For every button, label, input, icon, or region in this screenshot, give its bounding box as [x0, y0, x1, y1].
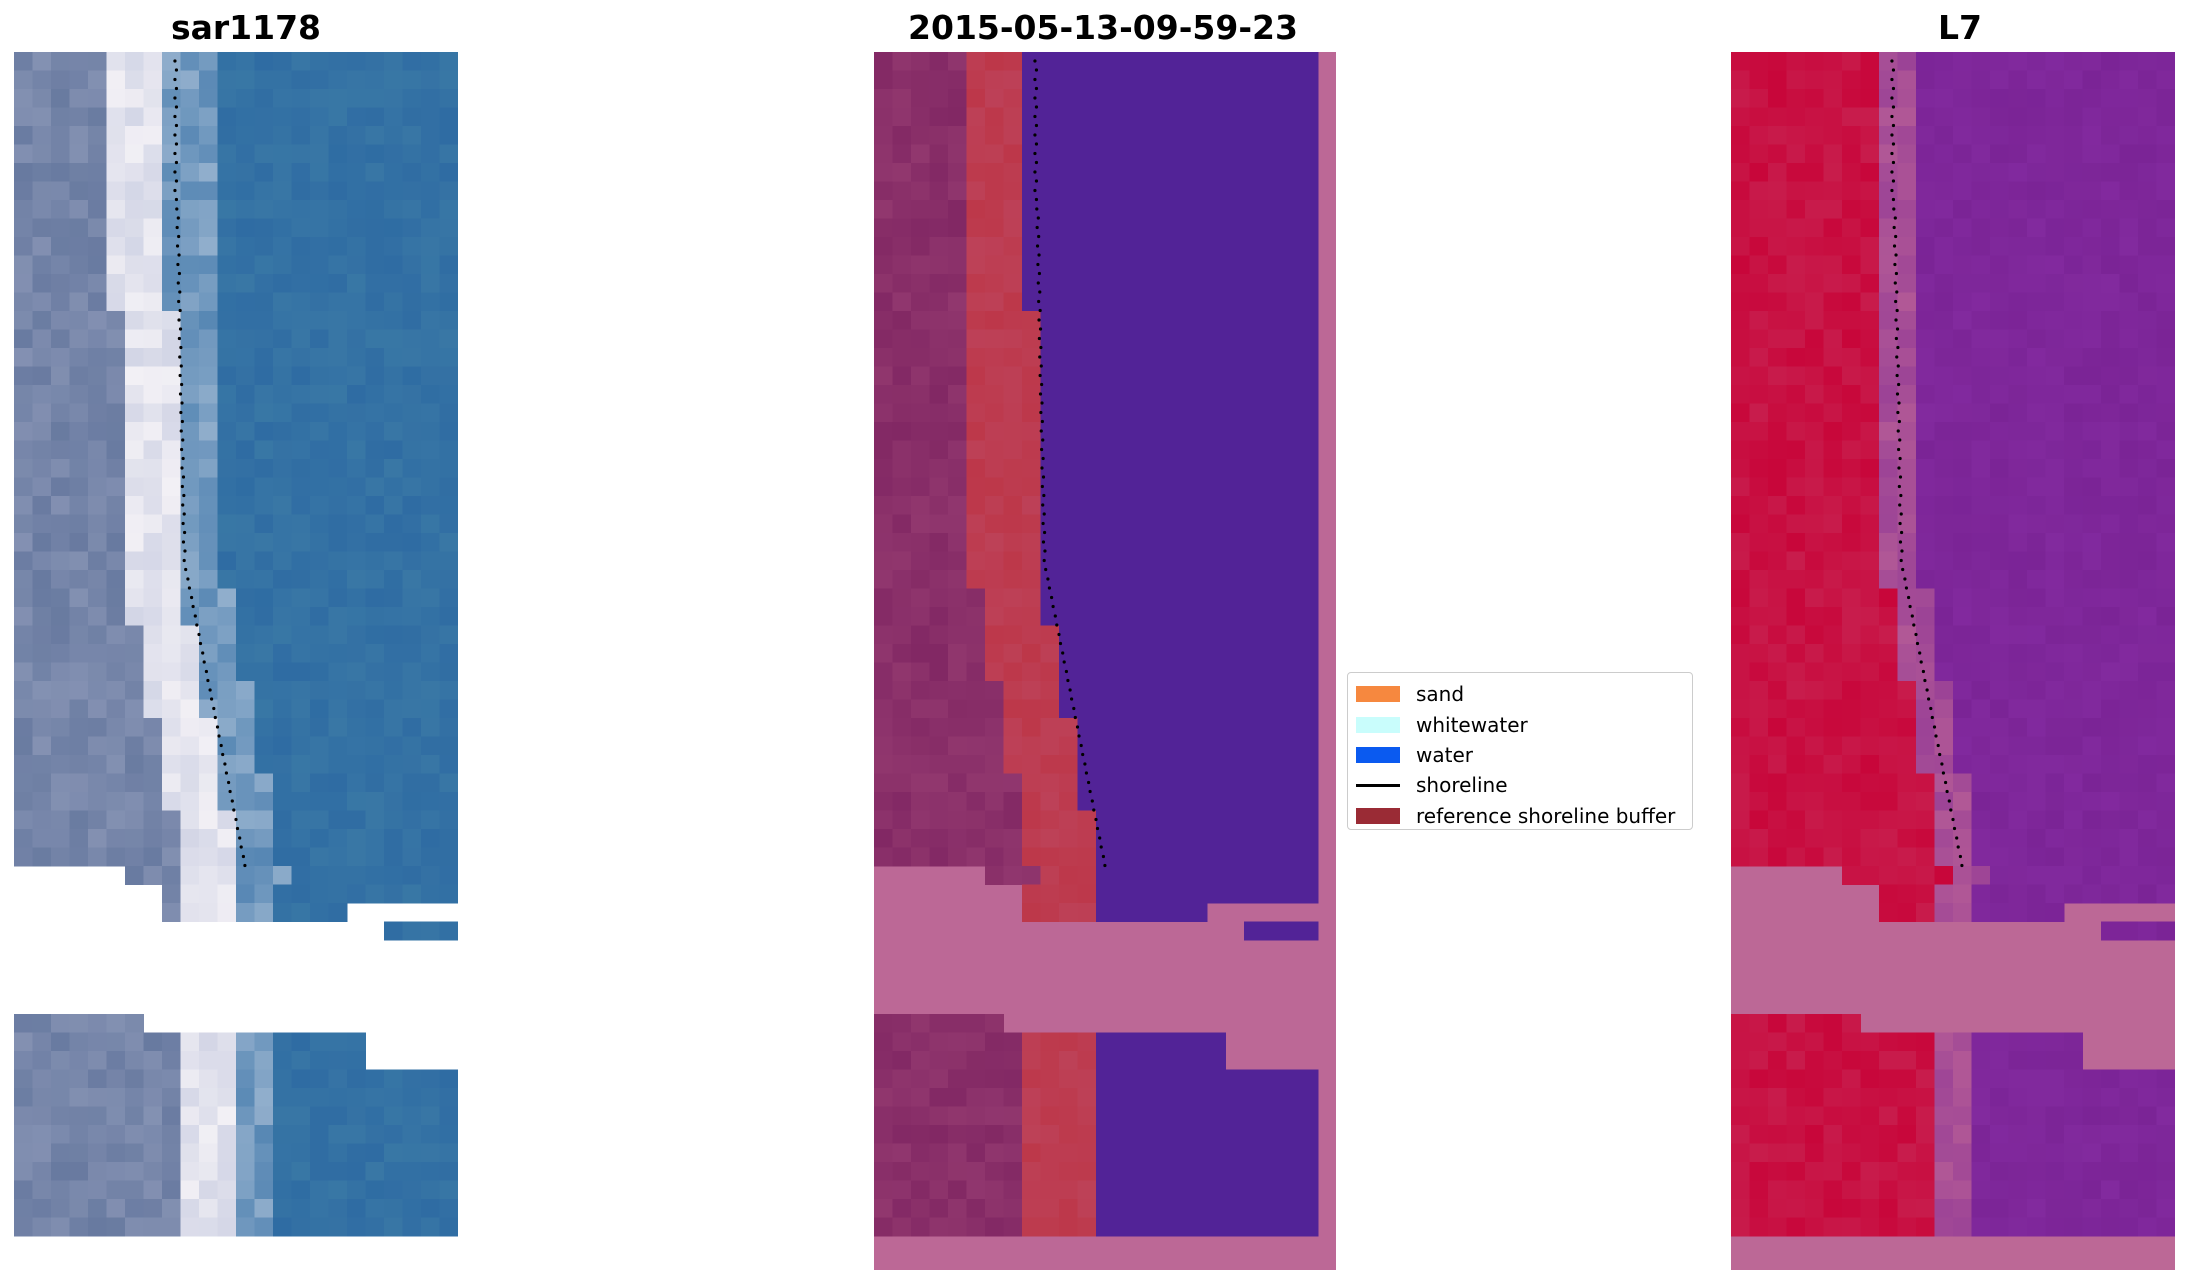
- legend-label: reference shoreline buffer: [1416, 803, 1676, 828]
- classified-image: [874, 52, 1336, 1270]
- rgb-image-panel: [14, 52, 458, 1252]
- legend-item-shoreline: shoreline: [1356, 770, 1684, 800]
- buffer-swatch: [1356, 807, 1400, 824]
- rgb-image: [14, 52, 458, 1237]
- legend-item-sand: sand: [1356, 679, 1684, 709]
- sand-swatch: [1356, 686, 1400, 703]
- index-image: [1731, 52, 2175, 1270]
- legend-item-water: water: [1356, 740, 1684, 770]
- legend-label: sand: [1416, 682, 1465, 707]
- panel-title-index: L7: [1938, 8, 1982, 47]
- index-image-panel: [1731, 52, 2175, 1270]
- panel-title-classified: 2015-05-13-09-59-23: [908, 8, 1298, 47]
- shoreline-line-swatch: [1356, 783, 1400, 787]
- legend-label: water: [1416, 742, 1473, 767]
- legend-item-whitewater: whitewater: [1356, 709, 1684, 739]
- water-swatch: [1356, 746, 1400, 763]
- classified-image-panel: [874, 52, 1336, 1270]
- panel-title-rgb: sar1178: [170, 8, 322, 47]
- legend-label: whitewater: [1416, 712, 1528, 737]
- legend-item-reference-buffer: reference shoreline buffer: [1356, 801, 1684, 831]
- legend-label: shoreline: [1416, 773, 1508, 798]
- whitewater-swatch: [1356, 716, 1400, 733]
- legend: sand whitewater water shoreline referenc…: [1347, 672, 1693, 830]
